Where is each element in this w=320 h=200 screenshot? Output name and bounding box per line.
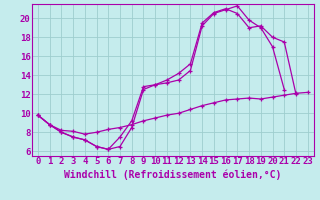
X-axis label: Windchill (Refroidissement éolien,°C): Windchill (Refroidissement éolien,°C): [64, 169, 282, 180]
